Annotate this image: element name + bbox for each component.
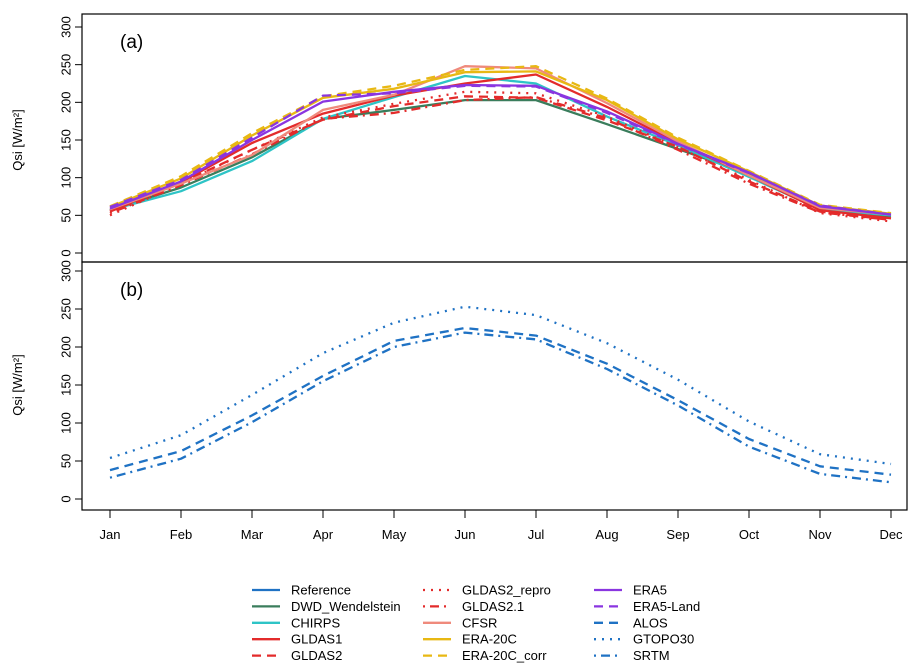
legend-item: GLDAS2_repro	[423, 583, 551, 598]
x-tick-label: Jan	[100, 527, 121, 542]
legend-item: Reference	[252, 583, 351, 598]
y-tick-label: 250	[58, 54, 73, 76]
x-tick-label: May	[382, 527, 407, 542]
legend-label: CHIRPS	[291, 615, 340, 630]
legend-item: DWD_Wendelstein	[252, 599, 401, 614]
legend-label: ERA-20C	[462, 632, 517, 647]
y-tick-label: 150	[58, 374, 73, 396]
x-tick-label: Jun	[455, 527, 476, 542]
y-tick-label: 200	[58, 91, 73, 113]
legend-item: ERA-20C	[423, 632, 517, 647]
legend-label: ERA-20C_corr	[462, 648, 547, 663]
series-line-alos	[109, 326, 892, 476]
legend-label: CFSR	[462, 615, 497, 630]
series-line-era-20c	[109, 70, 892, 215]
y-tick-label: 100	[58, 412, 73, 434]
x-tick-label: Nov	[808, 527, 832, 542]
y-axis-label: Qsi [W/m²]	[10, 109, 25, 170]
legend-label: ERA5	[633, 583, 667, 598]
x-tick-label: Feb	[170, 527, 192, 542]
legend-label: GLDAS2_repro	[462, 583, 551, 598]
y-tick-label: 200	[58, 336, 73, 358]
legend-item: ERA-20C_corr	[423, 648, 547, 663]
legend-item: ALOS	[594, 615, 668, 630]
x-tick-label: Dec	[879, 527, 903, 542]
y-tick-label: 50	[58, 208, 73, 222]
x-tick-label: Aug	[595, 527, 618, 542]
series-line-cfsr	[109, 65, 892, 216]
panel-b: 0 50 100 150 200 250 300 Qsi [W/m²] (b)	[10, 260, 908, 511]
legend-label: GLDAS2.1	[462, 599, 524, 614]
panel-frame	[81, 13, 908, 263]
series-line-era5-land	[109, 84, 892, 216]
series-line-era-20c-corr	[109, 65, 892, 215]
legend-item: CHIRPS	[252, 615, 340, 630]
legend-item: ERA5-Land	[594, 599, 700, 614]
legend-label: ALOS	[633, 615, 668, 630]
legend-label: DWD_Wendelstein	[291, 599, 401, 614]
panel-label: (a)	[120, 32, 143, 53]
legend-item: CFSR	[423, 615, 497, 630]
legend: ReferenceDWD_WendelsteinCHIRPSGLDAS1GLDA…	[252, 583, 700, 663]
panel-frame	[81, 261, 908, 511]
x-axis: Jan Feb Mar Apr May Jun Jul Aug Sep Oct Nov Dec	[100, 510, 903, 542]
series-line-gtopo30	[109, 305, 892, 466]
y-tick-label: 0	[58, 495, 73, 502]
legend-item: GLDAS2.1	[423, 599, 524, 614]
legend-item: GTOPO30	[594, 632, 694, 647]
y-axis-label: Qsi [W/m²]	[10, 354, 25, 415]
y-tick-label: 0	[58, 249, 73, 256]
series-line-gldas2-1	[109, 95, 892, 222]
panel-label: (b)	[120, 280, 143, 301]
y-tick-label: 150	[58, 129, 73, 151]
legend-item: SRTM	[594, 648, 670, 663]
legend-label: Reference	[291, 583, 351, 598]
series-line-srtm	[109, 331, 892, 484]
x-tick-label: Oct	[739, 527, 760, 542]
legend-label: GTOPO30	[633, 632, 694, 647]
series-line-gldas2	[109, 95, 892, 222]
panel-a: 0 50 100 150 200 250 300 Qsi [W/m²] (a)	[10, 13, 908, 263]
legend-item: GLDAS2	[252, 648, 342, 663]
series-line-dwd-wendelstein	[109, 98, 892, 218]
x-tick-label: Mar	[241, 527, 264, 542]
legend-label: SRTM	[633, 648, 670, 663]
x-tick-label: Jul	[528, 527, 545, 542]
y-tick-label: 300	[58, 16, 73, 38]
legend-label: GLDAS1	[291, 632, 342, 647]
legend-item: ERA5	[594, 583, 667, 598]
chart-panels: 0 50 100 150 200 250 300 Qsi [W/m²] (a) 0 50 100 150…	[10, 13, 908, 542]
y-tick-label: 250	[58, 298, 73, 320]
x-tick-label: Apr	[313, 527, 334, 542]
y-tick-label: 100	[58, 167, 73, 189]
y-tick-label: 300	[58, 260, 73, 282]
legend-label: ERA5-Land	[633, 599, 700, 614]
y-tick-label: 50	[58, 454, 73, 468]
x-tick-label: Sep	[666, 527, 689, 542]
legend-label: GLDAS2	[291, 648, 342, 663]
legend-item: GLDAS1	[252, 632, 342, 647]
